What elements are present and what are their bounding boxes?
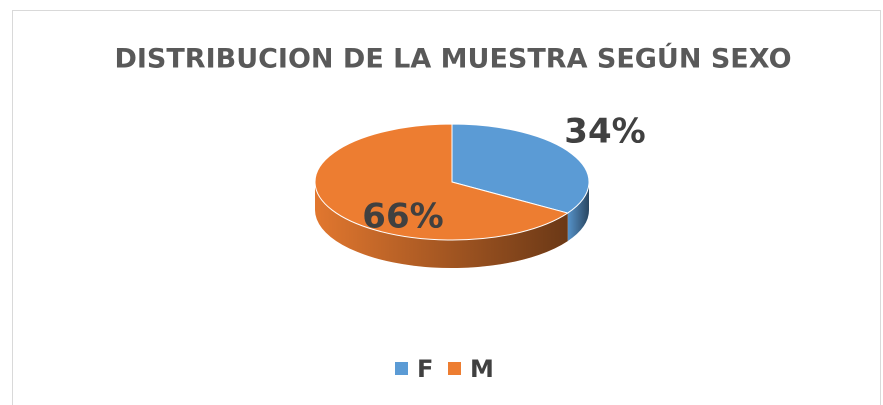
legend-label: M [470,355,494,383]
legend-label: F [417,355,433,383]
pie-side-shade [315,182,568,268]
legend-swatch [395,362,408,375]
pie-slice [314,123,569,241]
chart-title: DISTRIBUCION DE LA MUESTRA SEGÚN SEXO [114,43,791,75]
pie-side-shade [567,182,589,242]
data-label: 34% [564,112,645,152]
data-label: 66% [362,197,443,237]
legend-swatch [448,362,461,375]
